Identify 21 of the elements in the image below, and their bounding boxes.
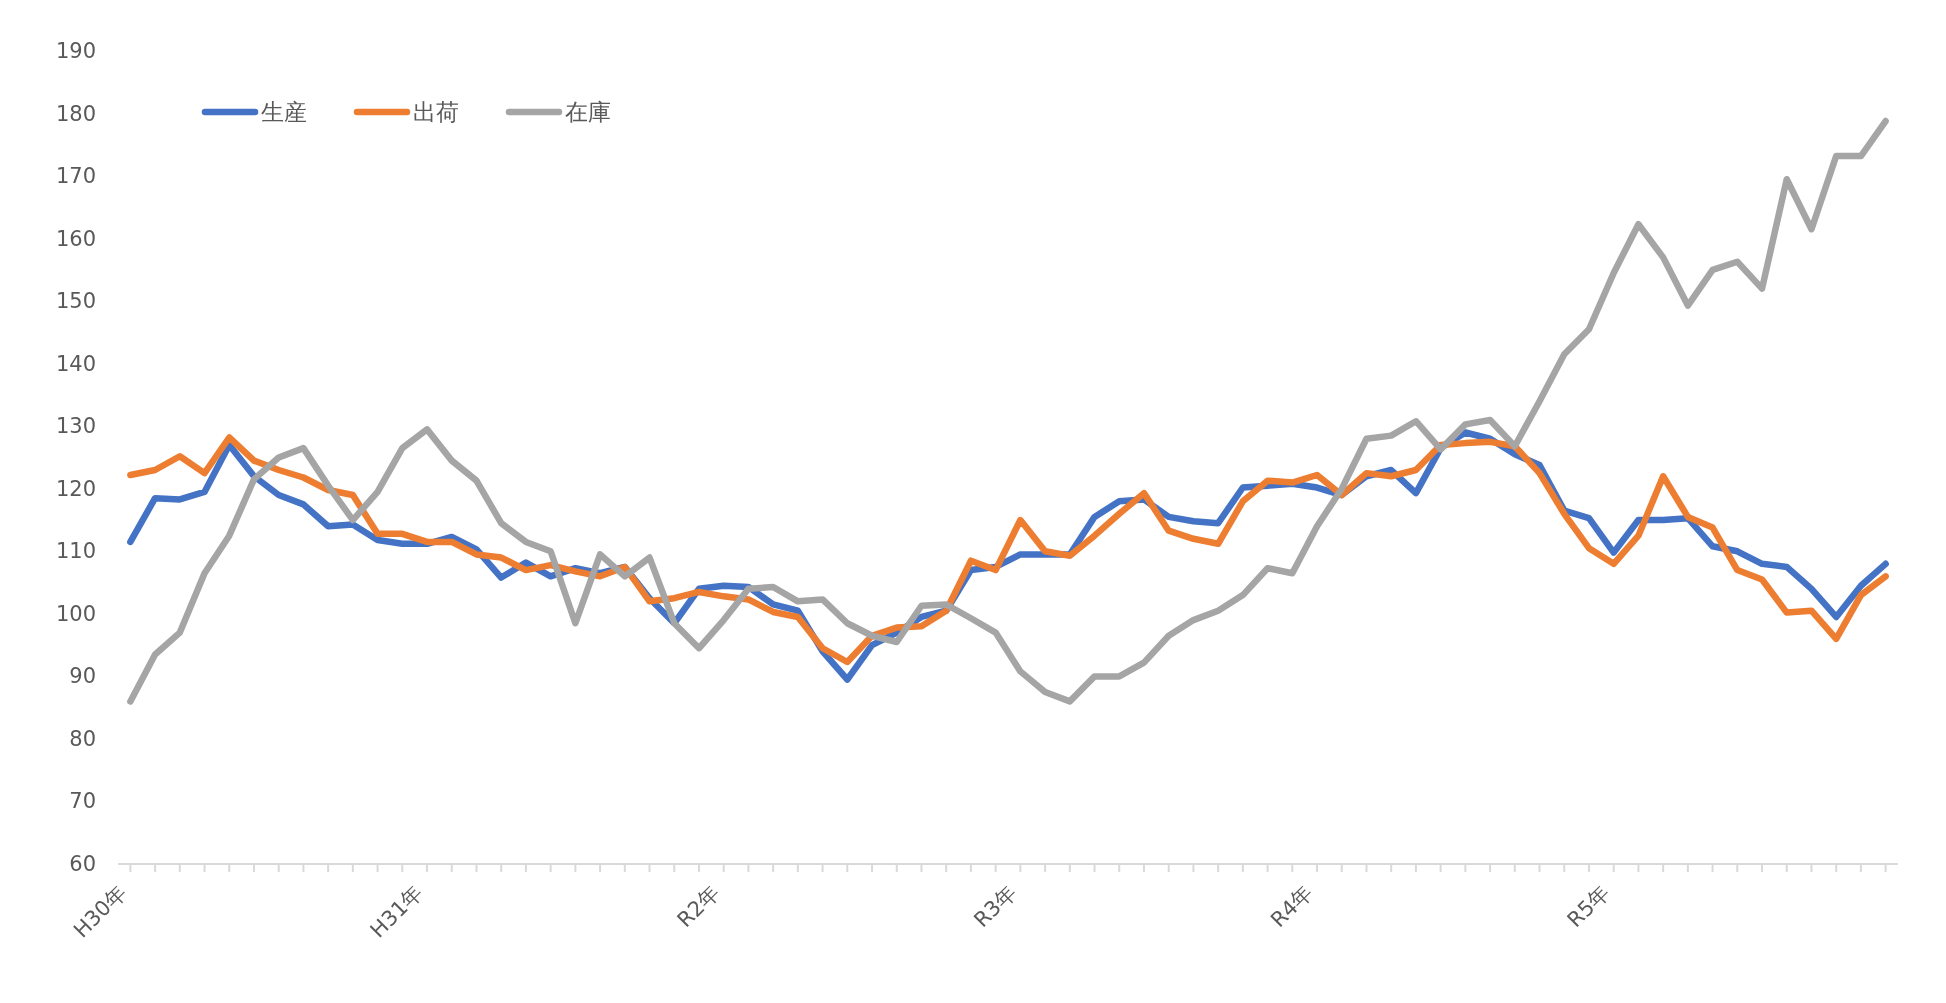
y-tick-label: 190 — [55, 39, 96, 63]
y-tick-label: 70 — [69, 789, 96, 814]
y-tick-label: 160 — [55, 226, 96, 251]
legend-label: 出荷 — [413, 99, 459, 125]
x-tick-label: R2年 — [672, 880, 725, 933]
y-tick-label: 100 — [55, 601, 96, 626]
y-tick-label: 140 — [55, 351, 96, 376]
y-tick-label: 110 — [55, 539, 96, 564]
y-tick-label: 90 — [69, 664, 96, 689]
y-tick-label: 60 — [69, 852, 96, 876]
y-tick-label: 150 — [55, 289, 96, 314]
y-tick-label: 180 — [55, 101, 96, 126]
x-tick-label: R3年 — [969, 880, 1021, 933]
legend-label: 在庫 — [565, 99, 611, 125]
x-tick-label: R5年 — [1562, 880, 1615, 933]
y-tick-label: 120 — [55, 476, 96, 501]
y-tick-label: 170 — [55, 164, 96, 189]
legend-label: 生産 — [261, 99, 307, 125]
y-tick-label: 130 — [55, 414, 96, 439]
y-tick-label: 80 — [69, 726, 96, 751]
x-tick-label: R4年 — [1265, 880, 1318, 933]
